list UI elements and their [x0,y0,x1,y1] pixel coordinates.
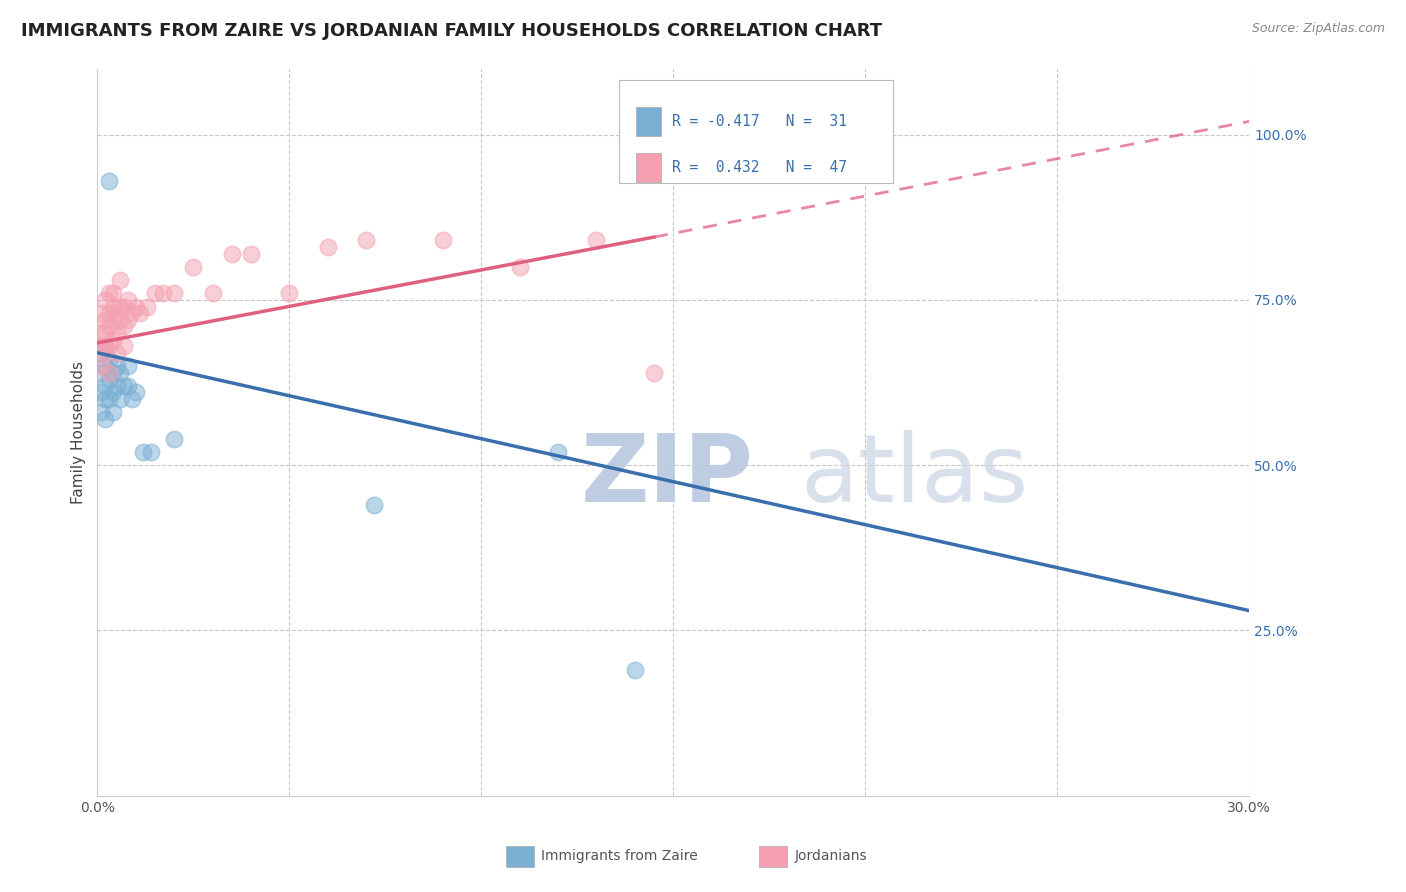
Point [117,359,139,373]
Point [547,445,569,459]
Point [97,366,120,380]
Point [585,234,607,248]
Point [105,345,128,359]
Text: R =  0.432   N =  47: R = 0.432 N = 47 [672,160,846,175]
Point [110,312,132,326]
Point [132,445,155,459]
Point [94,412,117,426]
Point [101,312,124,326]
Point [90,405,112,419]
Point [112,339,135,353]
Point [201,286,224,301]
Point [90,326,112,340]
Point [94,312,117,326]
Point [643,366,665,380]
Point [509,260,531,274]
Point [152,286,174,301]
Point [90,345,112,359]
Point [112,319,135,334]
Point [101,366,124,380]
Point [278,286,301,301]
Point [143,286,166,301]
Point [101,405,124,419]
Point [221,246,243,260]
Point [163,432,186,446]
Text: Immigrants from Zaire: Immigrants from Zaire [541,849,697,863]
Point [112,379,135,393]
Point [125,300,148,314]
Y-axis label: Family Households: Family Households [72,360,86,504]
Point [363,498,385,512]
Point [117,379,139,393]
Point [136,300,159,314]
Point [90,366,112,380]
Point [432,234,454,248]
Point [90,359,112,373]
Point [90,339,112,353]
Point [94,359,117,373]
Text: R = -0.417   N =  31: R = -0.417 N = 31 [672,114,846,128]
Point [94,339,117,353]
Point [94,345,117,359]
Point [94,293,117,307]
Point [110,273,132,287]
Point [239,246,262,260]
Point [97,339,120,353]
Point [354,234,377,248]
Text: IMMIGRANTS FROM ZAIRE VS JORDANIAN FAMILY HOUSEHOLDS CORRELATION CHART: IMMIGRANTS FROM ZAIRE VS JORDANIAN FAMIL… [21,22,882,40]
Text: atlas: atlas [800,430,1028,522]
Point [128,306,150,320]
Point [97,352,120,367]
Point [97,286,120,301]
Point [94,339,117,353]
Point [121,392,143,406]
Point [110,392,132,406]
Point [101,300,124,314]
Point [97,174,120,188]
Point [125,385,148,400]
Point [110,300,132,314]
Point [121,306,143,320]
Point [97,392,120,406]
Point [105,326,128,340]
Text: Source: ZipAtlas.com: Source: ZipAtlas.com [1251,22,1385,36]
Text: ZIP: ZIP [581,430,754,522]
Point [101,286,124,301]
Point [94,379,117,393]
Text: Jordanians: Jordanians [794,849,868,863]
Point [101,385,124,400]
Point [105,359,128,373]
Point [112,300,135,314]
Point [97,306,120,320]
Point [97,372,120,386]
Point [90,385,112,400]
Point [183,260,205,274]
Point [139,445,162,459]
Point [110,366,132,380]
Point [90,306,112,320]
Point [163,286,186,301]
Point [624,663,647,677]
Point [94,326,117,340]
Point [316,240,339,254]
Point [94,392,117,406]
Point [97,319,120,334]
Point [105,306,128,320]
Point [101,333,124,347]
Point [117,293,139,307]
Point [105,379,128,393]
Point [117,312,139,326]
